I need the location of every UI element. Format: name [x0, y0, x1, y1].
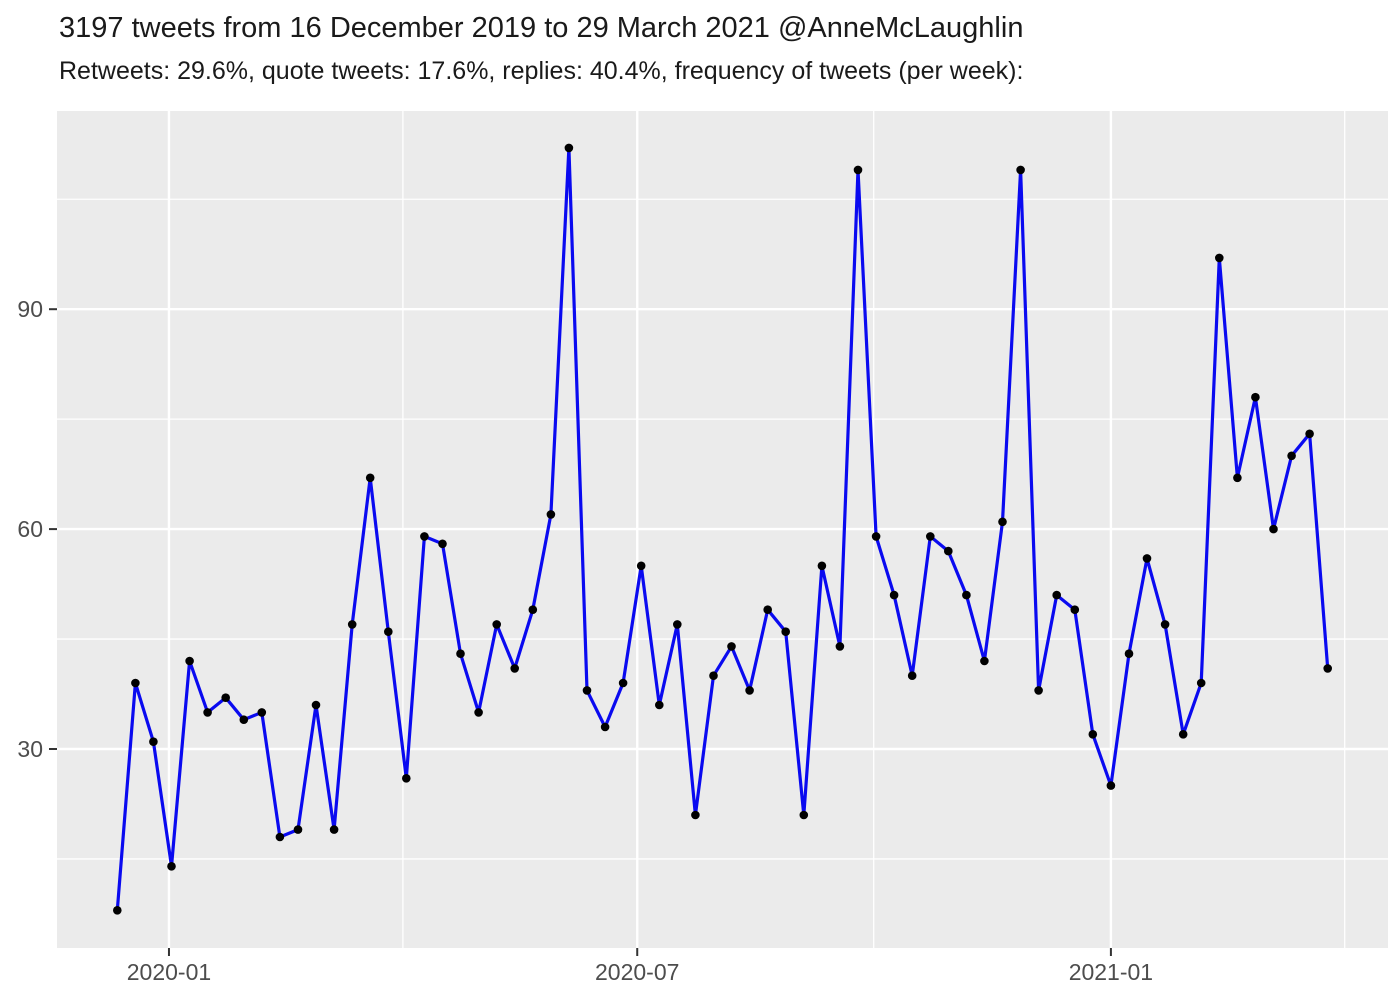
- y-axis-tick-label: 60: [17, 516, 43, 542]
- data-point: [944, 546, 953, 556]
- data-point: [546, 510, 556, 519]
- data-point: [1251, 392, 1260, 402]
- data-point: [1305, 429, 1314, 439]
- data-point: [1142, 554, 1152, 563]
- data-point: [1287, 451, 1296, 461]
- data-point: [1052, 590, 1061, 600]
- data-point: [871, 532, 881, 541]
- chart-subtitle: Retweets: 29.6%, quote tweets: 17.6%, re…: [59, 57, 1024, 85]
- y-axis-tick-label: 90: [17, 296, 43, 322]
- chart-title: 3197 tweets from 16 December 2019 to 29 …: [59, 12, 1024, 44]
- data-point: [167, 862, 176, 871]
- data-point: [1160, 620, 1170, 629]
- data-point: [293, 825, 303, 834]
- data-point: [655, 700, 664, 710]
- data-line: [115, 146, 1330, 912]
- data-point: [492, 620, 502, 629]
- data-point: [781, 627, 790, 636]
- data-point: [257, 708, 267, 717]
- data-point: [438, 539, 447, 549]
- data-point: [582, 686, 592, 695]
- data-point: [1088, 730, 1098, 739]
- data-point: [275, 832, 285, 842]
- data-point: [907, 671, 917, 680]
- data-point: [709, 671, 718, 680]
- data-point: [998, 517, 1007, 527]
- data-point: [763, 605, 772, 614]
- data-point: [420, 532, 429, 541]
- data-point: [1196, 678, 1206, 688]
- data-point: [528, 605, 538, 614]
- data-point: [221, 693, 230, 702]
- data-point: [727, 642, 736, 651]
- data-point: [1215, 253, 1224, 263]
- data-point: [113, 906, 122, 915]
- data-point: [131, 678, 140, 688]
- data-point: [510, 664, 519, 673]
- x-axis-tick-label: 2020-07: [595, 959, 679, 985]
- data-point: [1269, 524, 1278, 534]
- data-point: [474, 708, 483, 717]
- data-point: [889, 590, 899, 600]
- data-point: [347, 620, 357, 629]
- data-point: [1323, 664, 1332, 673]
- data-point: [673, 620, 682, 629]
- data-point: [402, 774, 411, 783]
- data-point: [691, 810, 700, 820]
- data-point: [1034, 686, 1043, 695]
- data-point: [962, 590, 971, 600]
- data-point: [636, 561, 646, 571]
- data-point: [1016, 165, 1025, 175]
- data-point: [600, 722, 610, 732]
- data-point: [185, 656, 194, 666]
- y-axis-tick-label: 30: [17, 736, 43, 762]
- data-point: [1233, 473, 1242, 483]
- data-point: [618, 678, 628, 688]
- x-axis-tick-label: 2021-01: [1069, 959, 1153, 985]
- data-point: [456, 649, 465, 658]
- data-point: [365, 473, 375, 483]
- data-point: [149, 737, 158, 746]
- data-point: [745, 686, 754, 695]
- data-point: [203, 708, 212, 717]
- data-point: [1070, 605, 1080, 614]
- data-point: [384, 627, 393, 636]
- data-point: [835, 642, 845, 651]
- data-point: [1124, 649, 1134, 658]
- data-point: [1106, 781, 1116, 790]
- data-point: [926, 532, 935, 541]
- data-point: [311, 700, 321, 710]
- data-point: [799, 810, 809, 820]
- x-axis-tick-label: 2020-01: [127, 959, 211, 985]
- data-point: [239, 715, 249, 724]
- data-point: [329, 825, 339, 834]
- data-point: [564, 143, 574, 153]
- data-point: [1178, 730, 1188, 739]
- data-point: [817, 561, 827, 571]
- data-point: [980, 656, 989, 666]
- data-point: [853, 165, 863, 175]
